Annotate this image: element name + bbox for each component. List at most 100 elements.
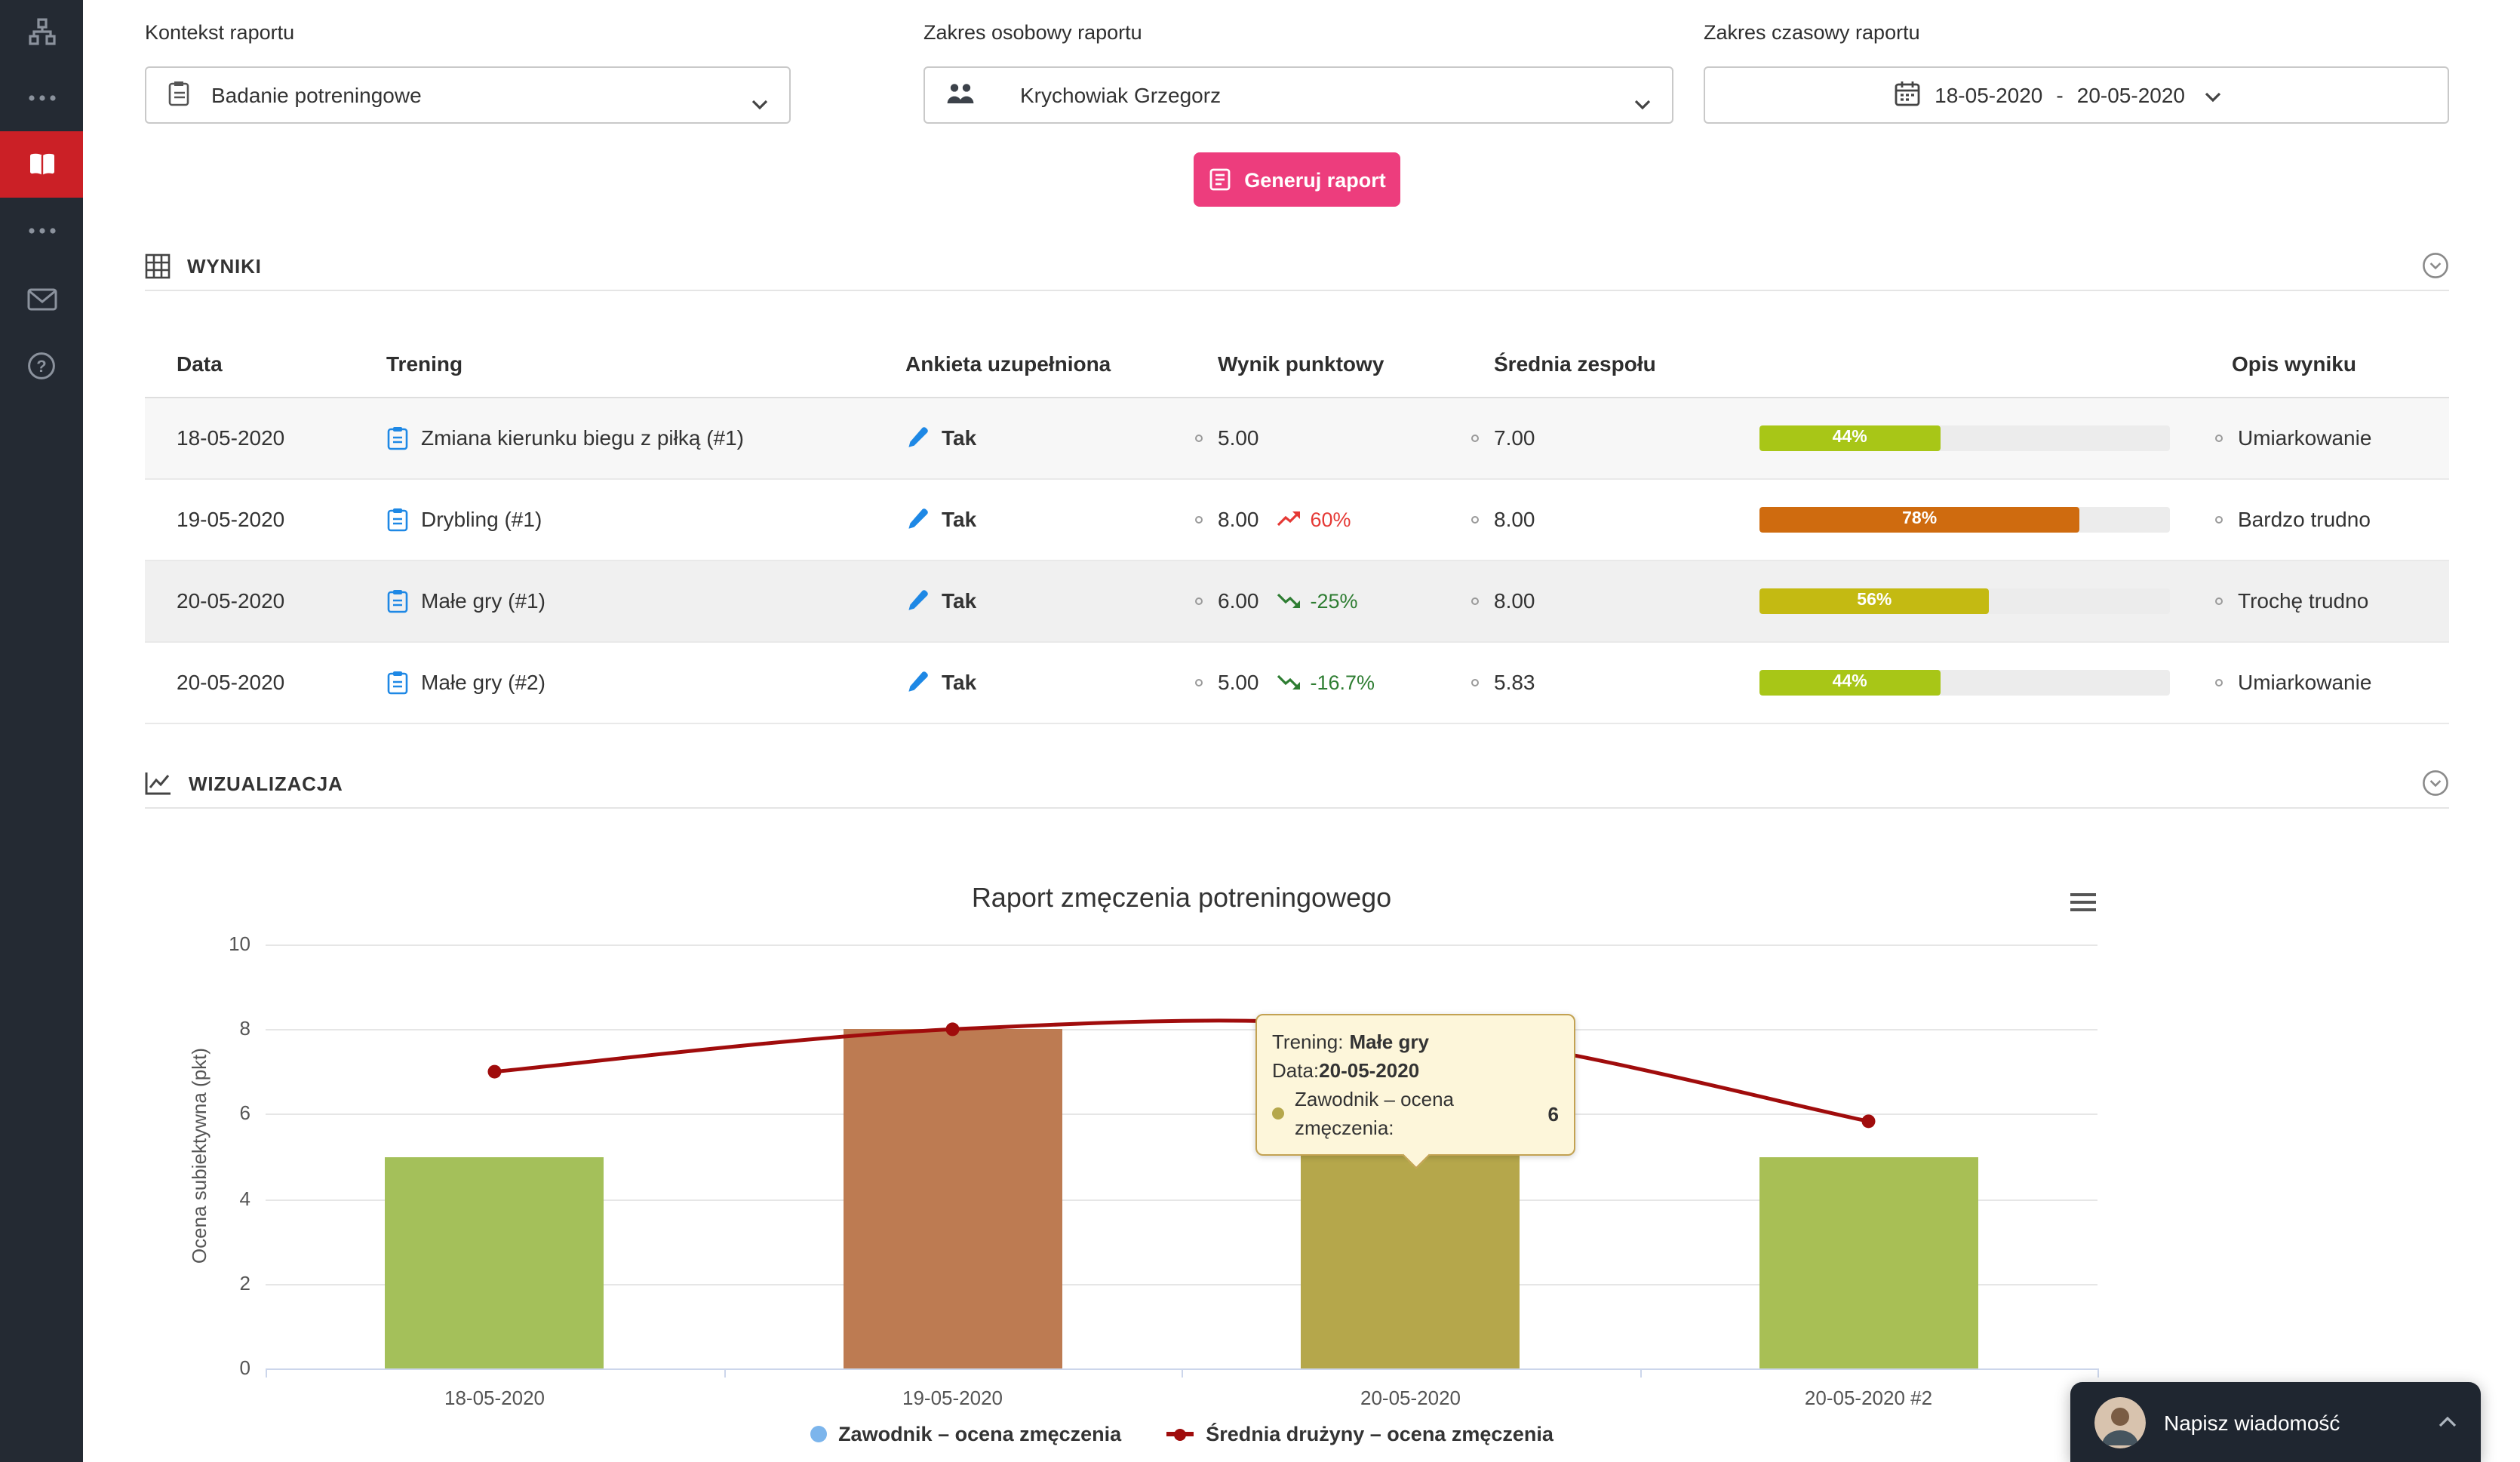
sidebar-item-menu-bottom[interactable] (0, 198, 83, 264)
person-select[interactable]: Krychowiak Grzegorz (923, 66, 1673, 124)
row-team-avg: 7.00 (1494, 425, 1535, 450)
pencil-icon[interactable] (905, 588, 930, 613)
row-description: Umiarkowanie (2238, 670, 2372, 694)
col-training: Trening (386, 330, 905, 398)
results-table: Data Trening Ankieta uzupełniona Wynik p… (145, 330, 2449, 723)
filter-time-label: Zakres czasowy raportu (1704, 21, 1920, 44)
col-team-avg: Średnia zespołu (1494, 330, 1759, 398)
col-progress (1759, 330, 2232, 398)
row-score: 5.00 (1218, 425, 1259, 450)
viz-section-header: WIZUALIZACJA (145, 759, 2449, 809)
y-tick-label: 0 (239, 1356, 250, 1379)
table-row[interactable]: 19-05-2020 Drybling (#1) (145, 478, 2449, 561)
progress-fill: 56% (1759, 588, 1990, 613)
table-row[interactable]: 20-05-2020 Małe gry (#2) (145, 641, 2449, 723)
chart-tooltip: Trening: Małe gry Data: 20-05-2020 Zawod… (1255, 1014, 1575, 1156)
chat-label: Napisz wiadomość (2164, 1410, 2340, 1434)
collapse-viz-button[interactable] (2422, 769, 2449, 797)
sidebar-item-reports[interactable] (0, 131, 83, 198)
line-chart-icon (145, 772, 171, 795)
fatigue-chart: Raport zmęczenia potreningowego Ocena su… (145, 822, 2449, 1462)
sidebar-item-messages[interactable] (0, 266, 83, 332)
table-row[interactable]: 20-05-2020 Małe gry (#1) (145, 560, 2449, 642)
survey-icon (167, 79, 193, 111)
x-tick-label: 20-05-2020 #2 (1804, 1387, 1933, 1409)
row-score: 5.00 (1218, 670, 1259, 694)
sidebar: ? (0, 0, 83, 1462)
y-tick-label: 10 (229, 932, 250, 955)
progress-bar: 56% (1759, 588, 2170, 613)
bullet-icon (1195, 597, 1203, 604)
filter-context-label: Kontekst raportu (145, 21, 295, 44)
legend-team-label: Średnia drużyny – ocena zmęczenia (1206, 1423, 1553, 1445)
progress-bar: 44% (1759, 425, 2170, 450)
svg-text:?: ? (36, 356, 46, 375)
sidebar-item-help[interactable]: ? (0, 332, 83, 398)
chart-bar[interactable] (1759, 1156, 1978, 1368)
x-tick-label: 20-05-2020 (1360, 1387, 1461, 1409)
progress-label: 44% (1832, 428, 1867, 447)
legend-team-marker-icon (1166, 1428, 1194, 1440)
y-tick-label: 8 (239, 1017, 250, 1040)
generate-report-label: Generuj raport (1244, 168, 1386, 191)
progress-bar: 44% (1759, 669, 2170, 695)
trend-arrow-icon (1277, 674, 1301, 690)
legend-item-team[interactable]: Średnia drużyny – ocena zmęczenia (1166, 1423, 1553, 1445)
people-icon (946, 81, 975, 109)
series-marker-dot (1272, 1107, 1284, 1120)
chat-widget[interactable]: Napisz wiadomość (2070, 1382, 2481, 1462)
calendar-icon (1894, 79, 1921, 111)
filter-context: Kontekst raportu Badanie potreningowe (145, 21, 791, 124)
chart-legend: Zawodnik – ocena zmęczenia Średnia druży… (266, 1423, 2097, 1445)
bullet-icon (1195, 678, 1203, 686)
sidebar-item-menu-top[interactable] (0, 65, 83, 131)
legend-item-player[interactable]: Zawodnik – ocena zmęczenia (810, 1423, 1121, 1445)
context-select[interactable]: Badanie potreningowe (145, 66, 791, 124)
bullet-icon (1471, 434, 1479, 441)
table-row[interactable]: 18-05-2020 Zmiana kierunku biegu z piłką… (145, 397, 2449, 479)
chart-menu-button[interactable] (2070, 893, 2096, 916)
daterange-select[interactable]: 18-05-2020 - 20-05-2020 (1704, 66, 2449, 124)
y-tick-label: 4 (239, 1187, 250, 1210)
pencil-icon[interactable] (905, 425, 930, 450)
daterange-from: 18-05-2020 (1935, 83, 2043, 107)
bullet-icon (1471, 515, 1479, 523)
chevron-down-icon (2205, 83, 2221, 107)
row-survey: Tak (942, 588, 977, 613)
row-team-avg: 5.83 (1494, 670, 1535, 694)
training-clipboard-icon (386, 425, 409, 450)
bullet-icon (1471, 597, 1479, 604)
progress-label: 44% (1832, 673, 1867, 691)
trend: -16.7% (1277, 671, 1375, 693)
bullet-icon (1471, 678, 1479, 686)
col-survey: Ankieta uzupełniona (905, 330, 1218, 398)
pencil-icon[interactable] (905, 507, 930, 531)
y-tick-label: 6 (239, 1101, 250, 1125)
progress-fill: 44% (1759, 669, 1941, 695)
bullet-icon (2215, 678, 2223, 686)
legend-player-marker-icon (810, 1426, 827, 1442)
trend-label: -25% (1310, 589, 1358, 612)
filter-person-label: Zakres osobowy raportu (923, 21, 1142, 44)
pencil-icon[interactable] (905, 670, 930, 694)
tooltip-series-value: 6 (1547, 1102, 1559, 1125)
daterange-to: 20-05-2020 (2076, 83, 2185, 107)
row-survey: Tak (942, 507, 977, 531)
col-date: Data (145, 330, 386, 398)
generate-report-button[interactable]: Generuj raport (1194, 152, 1400, 207)
chat-avatar (2094, 1396, 2146, 1448)
tooltip-series-label: Zawodnik – ocena zmęczenia: (1295, 1088, 1455, 1139)
context-select-value: Badanie potreningowe (211, 83, 422, 107)
bullet-icon (2215, 515, 2223, 523)
bullet-icon (2215, 434, 2223, 441)
trend-arrow-icon (1277, 593, 1301, 608)
chart-bar[interactable] (843, 1029, 1062, 1368)
chart-bar[interactable] (385, 1156, 604, 1368)
y-tick-label: 2 (239, 1271, 250, 1295)
sidebar-item-logo[interactable] (0, 0, 83, 63)
collapse-results-button[interactable] (2422, 252, 2449, 279)
training-clipboard-icon (386, 588, 409, 613)
progress-label: 78% (1902, 510, 1938, 528)
ellipsis-icon (28, 95, 55, 101)
